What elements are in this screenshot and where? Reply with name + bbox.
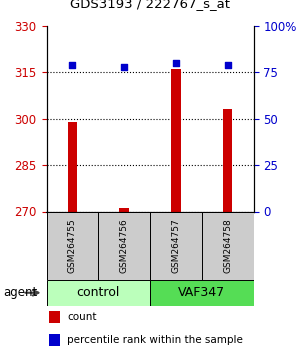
Bar <box>49 311 60 323</box>
Bar <box>46 280 150 306</box>
Text: percentile rank within the sample: percentile rank within the sample <box>67 335 243 345</box>
Text: GDS3193 / 222767_s_at: GDS3193 / 222767_s_at <box>70 0 230 10</box>
Text: agent: agent <box>3 286 37 299</box>
Point <box>225 62 230 68</box>
Point <box>70 62 75 68</box>
Bar <box>223 109 232 211</box>
Text: GSM264758: GSM264758 <box>223 218 232 273</box>
Bar <box>171 69 181 211</box>
Text: GSM264756: GSM264756 <box>120 218 129 273</box>
Text: count: count <box>67 312 97 322</box>
Bar <box>98 211 150 280</box>
Bar <box>46 211 98 280</box>
Text: GSM264755: GSM264755 <box>68 218 77 273</box>
Point <box>173 60 178 66</box>
Bar <box>150 211 202 280</box>
Bar <box>150 280 254 306</box>
Text: GSM264757: GSM264757 <box>171 218 180 273</box>
Bar <box>68 122 77 211</box>
Bar <box>119 209 129 211</box>
Bar <box>49 334 60 346</box>
Point <box>122 64 127 70</box>
Text: VAF347: VAF347 <box>178 286 225 299</box>
Text: control: control <box>76 286 120 299</box>
Bar <box>202 211 254 280</box>
